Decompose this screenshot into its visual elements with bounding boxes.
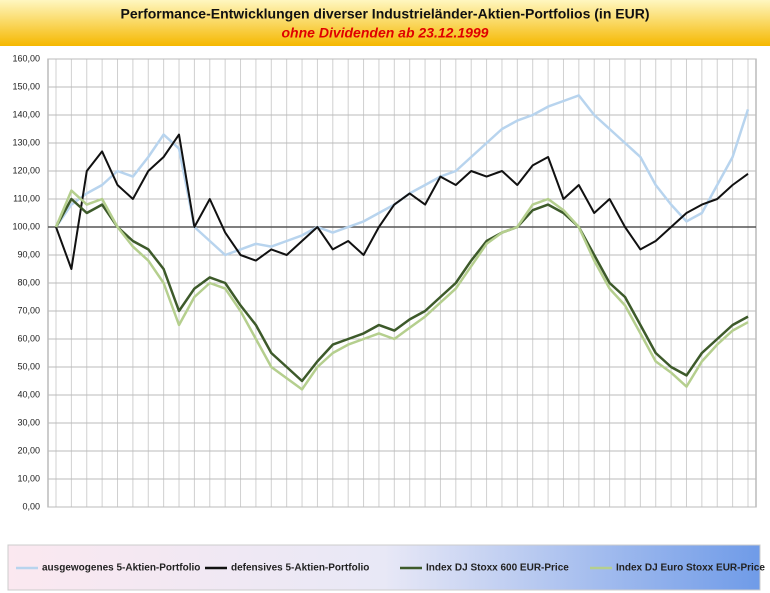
y-tick-label: 10,00 xyxy=(17,473,40,483)
y-tick-label: 160,00 xyxy=(12,53,40,63)
y-tick-label: 40,00 xyxy=(17,389,40,399)
y-tick-label: 80,00 xyxy=(17,277,40,287)
title-band xyxy=(0,0,770,46)
y-tick-label: 60,00 xyxy=(17,333,40,343)
y-tick-label: 100,00 xyxy=(12,221,40,231)
legend-label: ausgewogenes 5-Aktien-Portfolio xyxy=(42,563,200,574)
legend-box xyxy=(7,544,761,591)
y-tick-label: 120,00 xyxy=(12,165,40,175)
y-tick-label: 30,00 xyxy=(17,417,40,427)
y-tick-label: 0,00 xyxy=(22,501,40,511)
series-line xyxy=(55,133,749,270)
y-tick-label: 90,00 xyxy=(17,249,40,259)
legend-label: Index DJ Stoxx 600 EUR-Price xyxy=(426,563,569,574)
y-tick-label: 110,00 xyxy=(13,193,40,203)
legend-label: Index DJ Euro Stoxx EUR-Price xyxy=(616,563,765,574)
series-line xyxy=(54,197,749,383)
series-line xyxy=(54,189,749,391)
y-tick-label: 50,00 xyxy=(17,361,40,371)
y-tick-label: 70,00 xyxy=(17,305,40,315)
legend-label: defensives 5-Aktien-Portfolio xyxy=(231,563,369,574)
y-tick-label: 130,00 xyxy=(12,137,40,147)
y-tick-label: 20,00 xyxy=(17,445,40,455)
y-tick-label: 150,00 xyxy=(12,81,40,91)
chart-subtitle: ohne Dividenden ab 23.12.1999 xyxy=(282,25,489,41)
chart-title: Performance-Entwicklungen diverser Indus… xyxy=(121,6,650,22)
y-tick-label: 140,00 xyxy=(12,109,40,119)
